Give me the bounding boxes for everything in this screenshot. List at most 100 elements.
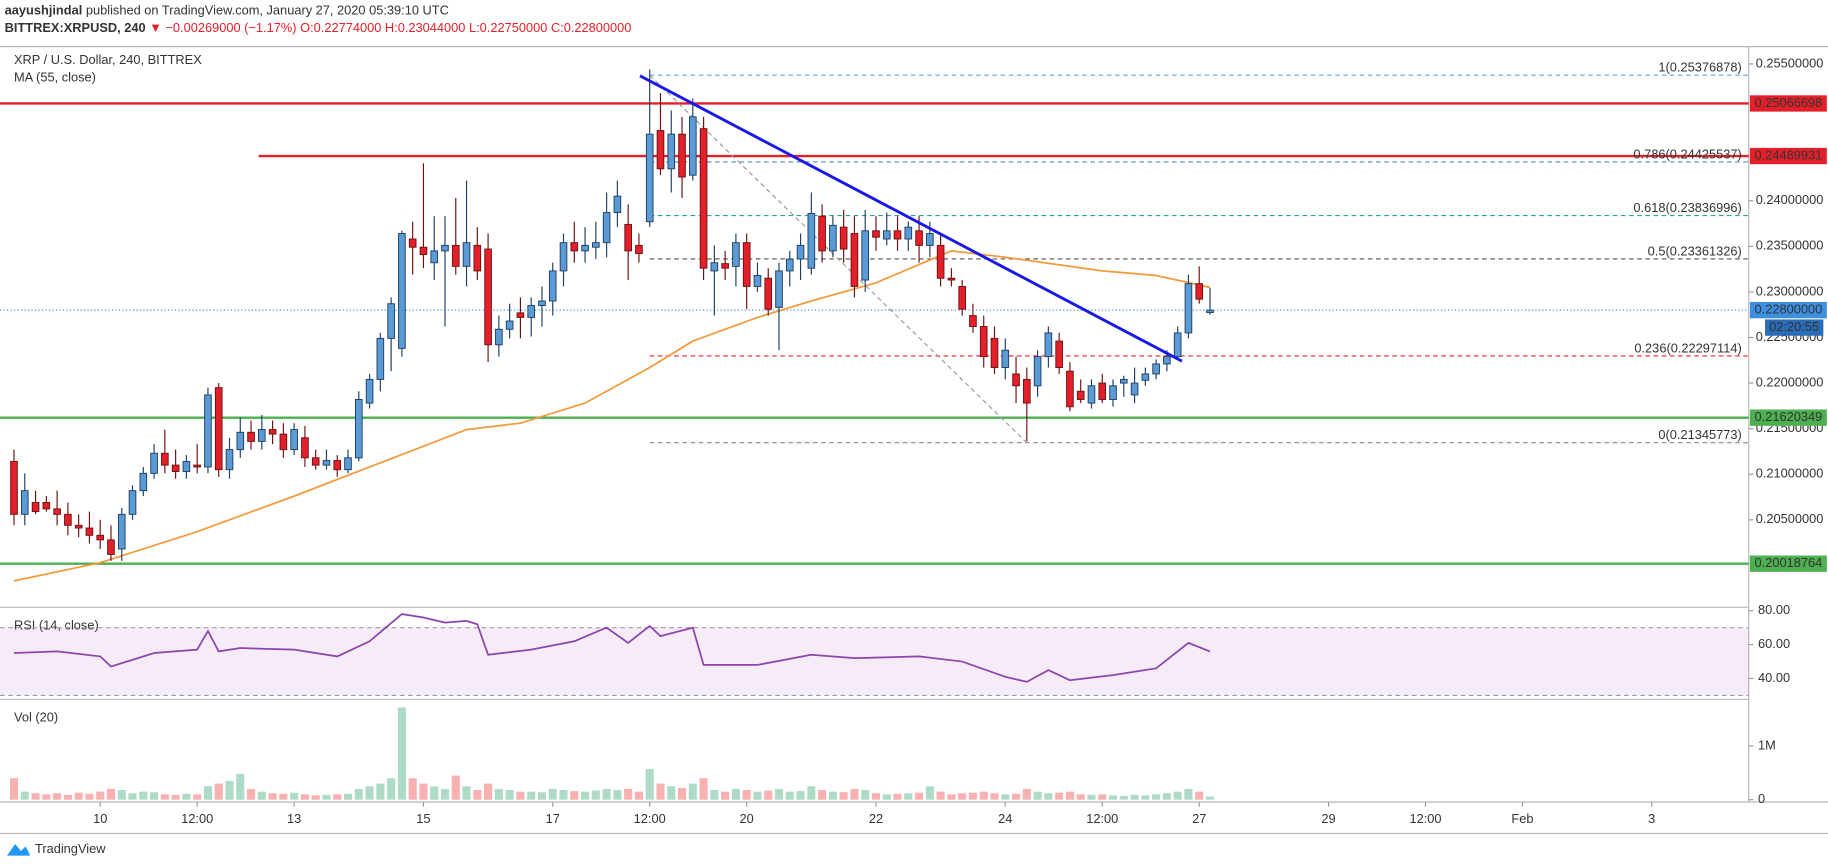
candle-body: [807, 213, 816, 269]
candle-body: [344, 457, 352, 471]
fib-label: 1(0.25376878): [1658, 60, 1741, 75]
candle-body: [839, 226, 848, 250]
volume-bar: [150, 792, 159, 800]
candle-body: [441, 244, 449, 252]
volume-bar: [764, 790, 773, 800]
y-tick-label: 0.24000000: [1756, 192, 1824, 207]
candle-body: [775, 270, 783, 308]
published: published on TradingView.com, January 27…: [86, 3, 449, 18]
fib-label: 0.786(0.24425537): [1633, 146, 1741, 161]
candle-body: [214, 387, 223, 471]
volume-bar: [1184, 788, 1193, 800]
candle-body: [53, 508, 61, 515]
candle-body: [247, 431, 255, 442]
candle-body: [258, 429, 266, 442]
trendline: [639, 74, 1183, 363]
fib-label: 0.618(0.23836996): [1633, 200, 1741, 215]
volume-bar: [343, 793, 353, 800]
volume-bar: [505, 790, 514, 800]
candle-body: [1173, 332, 1182, 358]
volume-bar: [257, 791, 266, 800]
volume-bar: [570, 791, 579, 800]
candle-body: [710, 262, 719, 272]
candle-body: [969, 315, 977, 327]
chart-title: XRP / U.S. Dollar, 240, BITTREX: [14, 52, 202, 67]
volume-bar: [925, 786, 934, 800]
volume-bar: [1141, 795, 1150, 800]
volume-bar: [968, 792, 977, 800]
volume-bar: [947, 794, 956, 800]
fib-label: 0.236(0.22297114): [1634, 340, 1741, 355]
x-tick-label: 17: [546, 811, 560, 826]
price-tag: [1749, 95, 1827, 112]
volume-bar: [710, 790, 719, 800]
candle-body: [204, 394, 212, 468]
candle-body: [354, 399, 363, 459]
candle-body: [1130, 382, 1139, 396]
candle-body: [570, 242, 579, 252]
candle-body: [592, 242, 600, 248]
volume-bar: [828, 791, 837, 800]
candle-body: [527, 305, 535, 318]
candle-body: [236, 431, 245, 451]
candle-body: [624, 223, 632, 252]
volume-bar: [1205, 796, 1215, 800]
volume-bar: [387, 778, 396, 800]
x-tick-label: 12:00: [634, 811, 666, 826]
candle-body: [1206, 309, 1214, 313]
volume-bar: [139, 791, 148, 800]
candle-body: [678, 133, 686, 178]
volume-bar: [236, 773, 245, 800]
candle-body: [1055, 340, 1063, 369]
y-tick-label: 0.20500000: [1756, 511, 1824, 526]
candle-body: [667, 133, 676, 170]
volume-bar: [1195, 791, 1204, 800]
volume-bar: [613, 790, 622, 800]
volume-bar: [753, 791, 762, 800]
volume-bar: [548, 788, 557, 800]
candle-body: [829, 224, 837, 252]
candle-body: [1119, 378, 1128, 384]
candle-body: [872, 230, 880, 238]
candle-body: [484, 248, 492, 346]
candle-body: [279, 433, 288, 451]
candle-body: [128, 490, 137, 515]
y-tick-label: 0.25500000: [1756, 55, 1824, 70]
candle-body: [990, 337, 999, 369]
volume-bar: [160, 794, 169, 800]
candle-body: [764, 277, 773, 310]
candle-body: [171, 464, 180, 472]
volume-bar: [1012, 793, 1021, 800]
candle-body: [225, 449, 234, 471]
volume-bar: [311, 795, 320, 800]
volume-bar: [624, 788, 633, 800]
volume-bar: [408, 778, 417, 800]
x-tick-label: 20: [740, 811, 754, 826]
volume-bar: [214, 783, 223, 800]
x-tick-label: 10: [93, 811, 107, 826]
candle-body: [1033, 356, 1042, 387]
price-tag-label: 0.25066698: [1755, 95, 1823, 110]
candle-body: [785, 258, 794, 272]
volume-bar: [462, 786, 471, 800]
candle-body: [818, 215, 826, 252]
volume-bar: [602, 788, 611, 800]
volume-bar: [839, 792, 848, 800]
volume-bar: [721, 791, 730, 800]
y-tick-label: 0.21000000: [1756, 466, 1824, 481]
candle-body: [732, 242, 740, 267]
volume-bar: [279, 793, 288, 800]
candle-body: [1152, 363, 1160, 375]
candle-body: [1044, 332, 1053, 358]
candle-body: [926, 233, 934, 246]
volume-bar: [484, 783, 493, 800]
candle-body: [10, 461, 18, 515]
volume-bar: [268, 793, 277, 800]
candle-body: [635, 244, 643, 255]
volume-bar: [74, 792, 83, 800]
price-tag-label: 0.24489931: [1755, 147, 1823, 162]
volume-bar: [333, 794, 342, 800]
volume-bar: [936, 791, 945, 800]
change: ▼ −0.00269000 (−1.17%): [149, 21, 296, 36]
